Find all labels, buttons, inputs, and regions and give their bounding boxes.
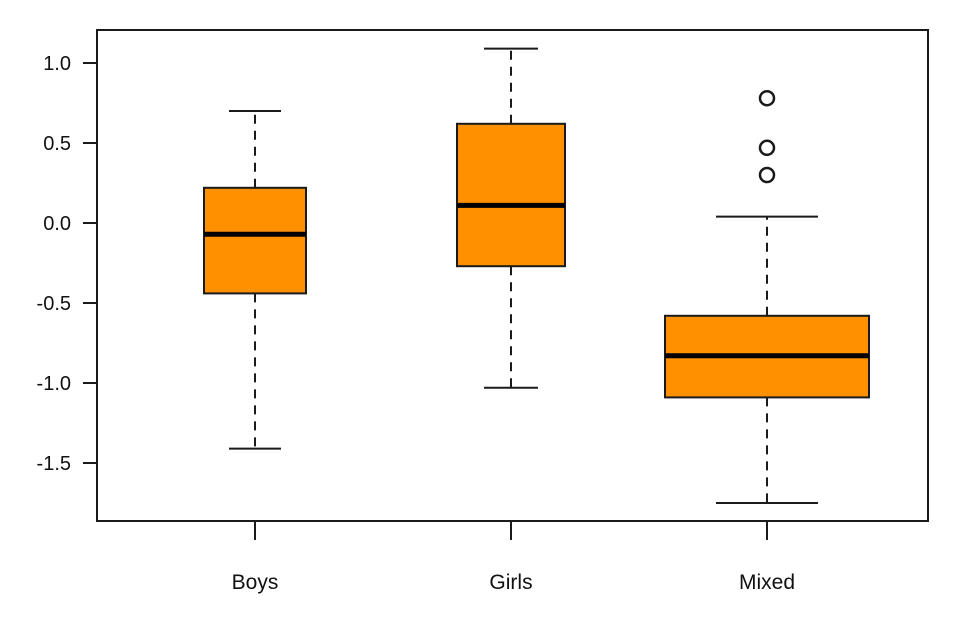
outlier-point — [758, 166, 776, 184]
y-tick-label: 1.0 — [43, 53, 71, 75]
box-series — [203, 47, 870, 504]
y-tick-label: -0.5 — [37, 293, 71, 315]
outlier-point — [758, 89, 776, 107]
outlier-point — [758, 139, 776, 157]
x-category-label: Mixed — [739, 571, 795, 594]
iqr-box — [203, 186, 307, 295]
x-category-label: Boys — [232, 571, 279, 594]
x-category-label: Girls — [489, 571, 532, 594]
y-tick-label: 0.0 — [43, 213, 71, 235]
y-tick-label: 0.5 — [43, 133, 71, 155]
y-axis: 1.0 0.5 0.0 -0.5 -1.0 -1.5 — [37, 53, 97, 475]
iqr-box — [456, 122, 566, 268]
box-boys — [203, 110, 307, 450]
plot-frame — [96, 29, 929, 522]
box-mixed — [664, 89, 870, 504]
x-axis: Boys Girls Mixed — [232, 521, 795, 594]
y-tick-label: -1.5 — [37, 453, 71, 475]
y-tick-label: -1.0 — [37, 373, 71, 395]
box-girls — [456, 47, 566, 389]
